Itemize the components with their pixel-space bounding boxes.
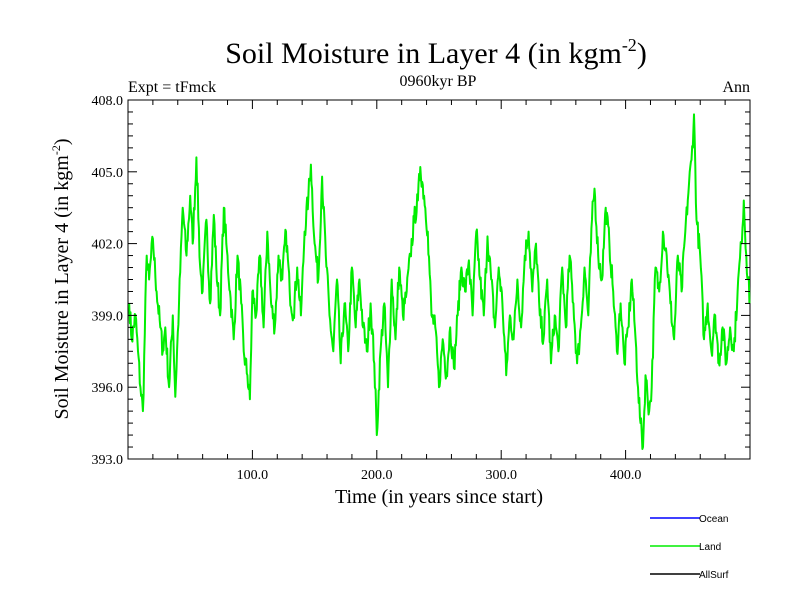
chart-title-superscript: -2 xyxy=(622,35,637,55)
y-axis-label-superscript: -2 xyxy=(49,145,63,155)
y-axis-label-main: Soil Moisture in Layer 4 (in kgm xyxy=(51,155,73,420)
chart-title-close: ) xyxy=(637,37,647,70)
y-tick-label: 399.0 xyxy=(92,309,124,324)
chart-title-main: Soil Moisture in Layer 4 (in kgm xyxy=(225,37,622,70)
x-axis-label: Time (in years since start) xyxy=(335,486,543,508)
y-axis: 393.0 396.0 399.0 402.0 405.0 408.0 xyxy=(92,94,750,468)
x-tick-label: 300.0 xyxy=(485,468,517,483)
legend-label-land: Land xyxy=(699,542,721,553)
subtitle-season: Ann xyxy=(722,79,750,96)
legend-label-allsurf: AllSurf xyxy=(699,570,729,581)
series-line-land xyxy=(128,113,751,450)
chart-title: Soil Moisture in Layer 4 (in kgm-2) xyxy=(225,35,647,70)
x-tick-label: 200.0 xyxy=(361,468,393,483)
legend-label-ocean: Ocean xyxy=(699,514,728,525)
y-tick-label: 393.0 xyxy=(92,453,124,468)
x-tick-label: 100.0 xyxy=(237,468,269,483)
legend: Ocean Land AllSurf xyxy=(650,514,729,581)
x-axis: 100.0 200.0 300.0 400.0 xyxy=(152,100,726,483)
y-axis-label: Soil Moisture in Layer 4 (in kgm-2) xyxy=(49,138,73,419)
x-tick-label: 400.0 xyxy=(610,468,642,483)
subtitle-experiment: Expt = tFmck xyxy=(128,79,216,96)
subtitle-period: 0960kyr BP xyxy=(400,73,477,90)
y-tick-label: 402.0 xyxy=(92,238,124,253)
y-axis-label-close: ) xyxy=(51,138,73,145)
y-tick-label: 396.0 xyxy=(92,381,124,396)
y-tick-label: 408.0 xyxy=(92,94,124,109)
y-tick-label: 405.0 xyxy=(92,166,124,181)
